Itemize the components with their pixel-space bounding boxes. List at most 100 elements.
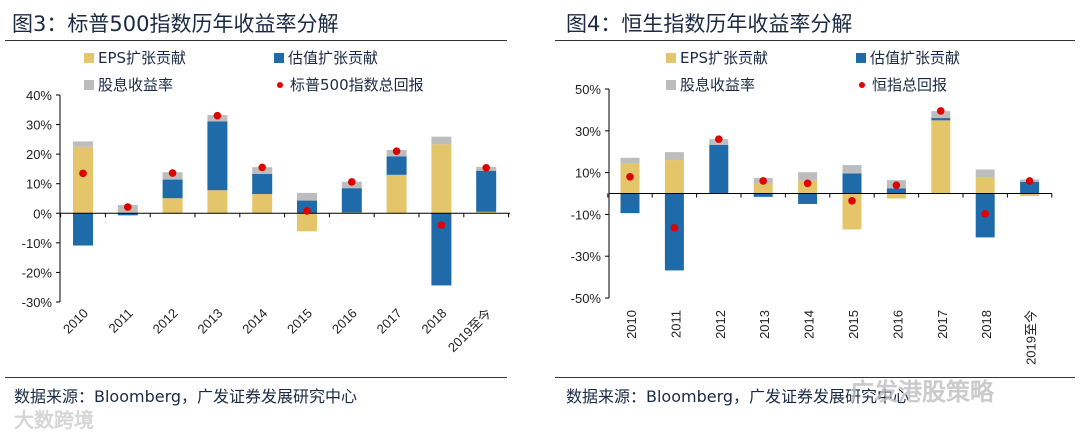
bar-eps [842, 193, 862, 230]
legend-dividend: 股息收益率 [666, 74, 856, 95]
bar-valuation [341, 188, 362, 213]
bar-valuation [117, 213, 138, 216]
bar-eps [931, 120, 951, 194]
total-return-point [392, 147, 401, 155]
legend-swatch [666, 79, 676, 90]
legend-label: 恒指总回报 [872, 76, 948, 94]
legend-swatch [84, 79, 94, 90]
bar-eps [1020, 193, 1040, 197]
y-tick-label: 10% [26, 177, 52, 192]
x-tick-label: 2011 [668, 310, 683, 338]
bar-valuation [297, 200, 317, 214]
watermark-left: 大数跨境 [14, 408, 94, 432]
bar-eps [386, 174, 407, 214]
legend-eps: EPS扩张贡献 [84, 47, 274, 68]
legend-dot [277, 81, 283, 88]
bar-eps [73, 146, 93, 214]
x-tick-label: 2011 [106, 306, 136, 336]
legend-valuation: 估值扩张贡献 [856, 47, 1046, 68]
bar-eps [664, 160, 684, 194]
total-return-point [670, 223, 679, 232]
x-tick-label: 2010 [624, 310, 639, 339]
total-return-point [715, 135, 723, 143]
bar-eps [753, 183, 773, 194]
legend-swatch [666, 52, 676, 63]
total-return-point [79, 169, 87, 178]
total-return-point [348, 178, 356, 186]
chart-title-left: 图3：标普500指数历年收益率分解 [12, 12, 339, 36]
y-tick-label: 10% [575, 166, 601, 181]
bar-valuation [386, 156, 407, 175]
bar-eps [476, 211, 497, 214]
x-tick-label: 2014 [802, 310, 817, 339]
legend-valuation: 估值扩张贡献 [274, 47, 464, 68]
bar-eps [207, 190, 228, 214]
bar-valuation [73, 213, 93, 246]
bar-dividend [842, 165, 862, 174]
divider [5, 377, 507, 378]
legend-dot [859, 81, 865, 88]
bar-eps [886, 193, 906, 199]
x-tick-label: 2012 [713, 310, 728, 339]
bar-dividend [798, 172, 818, 181]
legend-label: 估值扩张贡献 [288, 49, 379, 67]
total-return-point [168, 169, 177, 177]
bar-valuation [1020, 181, 1040, 194]
y-tick-label: -10% [22, 236, 53, 251]
y-tick-label: -30% [571, 249, 602, 264]
legend-swatch [84, 52, 94, 63]
x-tick-label: 2013 [194, 306, 225, 337]
total-return-point [258, 163, 267, 172]
watermark-right: 广发港股策略 [850, 378, 994, 406]
y-tick-label: -10% [571, 207, 602, 222]
y-tick-label: 0% [33, 206, 52, 221]
bar-valuation [886, 188, 906, 194]
bar-eps [297, 213, 317, 232]
x-tick-label: 2013 [757, 310, 772, 339]
bar-eps [431, 144, 452, 214]
bar-valuation [709, 144, 729, 194]
x-tick-label: 2015 [846, 310, 861, 339]
bar-eps [162, 198, 183, 214]
x-tick-label: 2010 [60, 306, 91, 337]
total-return-point [437, 221, 446, 229]
bar-eps [798, 180, 818, 194]
x-tick-label: 2016 [890, 310, 905, 339]
legend-right: EPS扩张贡献 估值扩张贡献 股息收益率 恒指总回报 [666, 47, 1046, 95]
y-tick-label: 40% [26, 88, 52, 103]
y-tick-label: -30% [22, 295, 53, 310]
source-note-left: 数据来源：Bloomberg，广发证券发展研究中心 [14, 387, 358, 406]
x-tick-label: 2019至今 [445, 306, 494, 355]
y-tick-label: 30% [26, 118, 52, 133]
bar-valuation [753, 193, 773, 197]
x-tick-label: 2014 [239, 306, 270, 337]
x-tick-label: 2017 [374, 306, 405, 337]
legend-dividend: 股息收益率 [84, 74, 274, 95]
x-tick-label: 2012 [150, 306, 181, 337]
total-return-point [1025, 177, 1034, 185]
bar-valuation [798, 193, 818, 204]
bar-valuation [842, 173, 862, 194]
chart-title-right: 图4：恒生指数历年收益率分解 [566, 12, 853, 36]
total-return-point [981, 209, 989, 218]
bar-dividend [73, 141, 93, 147]
bar-valuation [252, 173, 273, 195]
bar-valuation [476, 170, 497, 212]
legend-label: 估值扩张贡献 [870, 49, 961, 67]
total-return-point [303, 207, 311, 215]
x-tick-label: 2016 [329, 306, 360, 337]
legend-swatch [856, 52, 866, 63]
legend-label: EPS扩张贡献 [680, 49, 769, 67]
y-tick-label: 30% [575, 124, 601, 139]
y-tick-label: -50% [571, 291, 602, 306]
legend-label: 股息收益率 [98, 76, 174, 94]
x-tick-label: 2017 [935, 310, 950, 339]
legend-swatch [274, 52, 284, 63]
bar-dividend [297, 192, 317, 201]
total-return-point [124, 203, 132, 211]
bar-valuation [664, 193, 684, 271]
legend-label: 标普500指数总回报 [290, 76, 424, 94]
legend-label: EPS扩张贡献 [98, 49, 187, 67]
total-return-point [759, 177, 767, 185]
